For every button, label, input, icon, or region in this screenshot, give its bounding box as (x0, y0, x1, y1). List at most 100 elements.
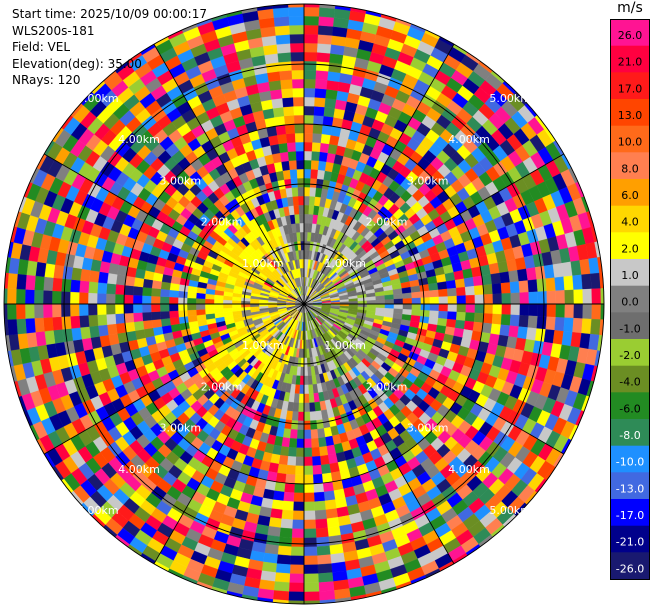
radar-bin (456, 295, 467, 305)
radar-bin (295, 222, 301, 233)
radar-bin (132, 294, 143, 305)
radar-bin (312, 124, 323, 135)
radar-bin (150, 295, 161, 305)
radar-bin (106, 283, 117, 295)
radar-bin (453, 270, 465, 281)
radar-bin (141, 295, 152, 305)
radar-bin (384, 299, 395, 305)
radar-bin (315, 79, 328, 90)
radar-bin (115, 322, 127, 334)
radar-bin (178, 316, 189, 324)
colorbar-tick-label: -10.0 (616, 456, 644, 469)
radar-bin (491, 313, 502, 325)
radar-bin (307, 375, 313, 386)
radar-bin (483, 303, 494, 315)
radar-bin (288, 591, 305, 602)
radar-bin (303, 33, 319, 44)
radar-bin (464, 312, 475, 323)
radar-bin (270, 508, 283, 519)
colorbar: 26.0 21.0 17.0 13.0 10.0 8.0 6.0 4.0 2.0 1.0 0.0 -1… (610, 19, 650, 598)
start-time-label: Start time: 2025/10/09 00:00:17 (12, 7, 207, 21)
radar-bin (289, 564, 305, 575)
radar-bin (309, 402, 316, 413)
colorbar-tick-label: -1.0 (619, 322, 640, 335)
radar-bin (325, 89, 338, 100)
radar-bin (328, 534, 343, 546)
colorbar-tick-label: 8.0 (621, 162, 639, 175)
radar-bin (320, 463, 331, 475)
radar-bin (454, 278, 466, 289)
radar-bin (509, 281, 520, 294)
colorbar-tick-label: 0.0 (621, 296, 639, 309)
radar-bin (177, 303, 188, 311)
radar-bin (303, 24, 319, 35)
radar-bin (318, 446, 329, 457)
radar-bin (267, 71, 281, 82)
radar-bin (195, 303, 206, 310)
radar-bin (293, 114, 305, 125)
radar-bin (6, 303, 17, 320)
radar-bin (290, 178, 299, 188)
radar-bin (7, 272, 18, 290)
radar-bin (281, 88, 294, 99)
radar-bin (151, 279, 162, 290)
colorbar-tick-label: 21.0 (618, 56, 643, 69)
range-ring-label: 5.00km (489, 92, 531, 105)
radar-bin (114, 303, 125, 315)
radar-bin (483, 293, 494, 305)
radar-bin (501, 293, 512, 305)
radar-bin (590, 318, 601, 336)
range-ring-label: 3.00km (407, 422, 449, 435)
radar-bin (283, 491, 295, 502)
radar-bin (297, 186, 305, 197)
radar-bin (456, 286, 466, 297)
radar-bin (273, 16, 290, 27)
radar-bin (169, 317, 180, 326)
radar-bin (308, 393, 315, 404)
radar-bin (71, 267, 82, 281)
radar-bin (545, 277, 556, 292)
radar-bin (96, 303, 107, 315)
radar-bin (195, 309, 206, 316)
radar-bin (429, 303, 440, 312)
radar-bin (546, 290, 557, 305)
radar-bin (289, 33, 305, 44)
radar-bin (303, 159, 312, 170)
radar-bin (311, 447, 321, 457)
radar-bin (393, 298, 404, 305)
radar-bin (474, 294, 485, 305)
nrays-label: NRays: 120 (12, 73, 81, 88)
radar-bin (310, 429, 319, 439)
radar-bin (318, 16, 335, 27)
radar-bin (472, 321, 484, 333)
radar-bin (581, 273, 592, 290)
radar-bin (464, 285, 475, 296)
radar-bin (289, 573, 305, 584)
radar-bin (291, 60, 305, 71)
radar-bin (437, 281, 448, 291)
radar-bin (303, 123, 314, 134)
radar-bin (303, 357, 308, 368)
colorbar-tick-label: 13.0 (618, 109, 643, 122)
radar-bin (554, 317, 565, 332)
radar-bin (106, 272, 118, 285)
radar-bin (204, 298, 215, 305)
radar-bin (289, 169, 298, 179)
radar-bin (518, 280, 529, 293)
radar-bin (281, 160, 291, 171)
radar-bin (105, 293, 116, 305)
radar-bin (384, 294, 395, 300)
radar-bin (308, 384, 314, 395)
radar-bin (303, 429, 312, 440)
radar-bin (303, 537, 317, 548)
radar-bin (303, 6, 320, 17)
radar-bin (326, 517, 340, 528)
radar-bin (519, 292, 530, 305)
radar-bin (591, 288, 602, 305)
radar-bin (318, 151, 329, 162)
radar-bin (438, 288, 448, 298)
radar-bin (447, 311, 457, 321)
radar-bin (321, 472, 333, 484)
radar-bin (296, 438, 305, 449)
radar-bin (61, 316, 72, 330)
